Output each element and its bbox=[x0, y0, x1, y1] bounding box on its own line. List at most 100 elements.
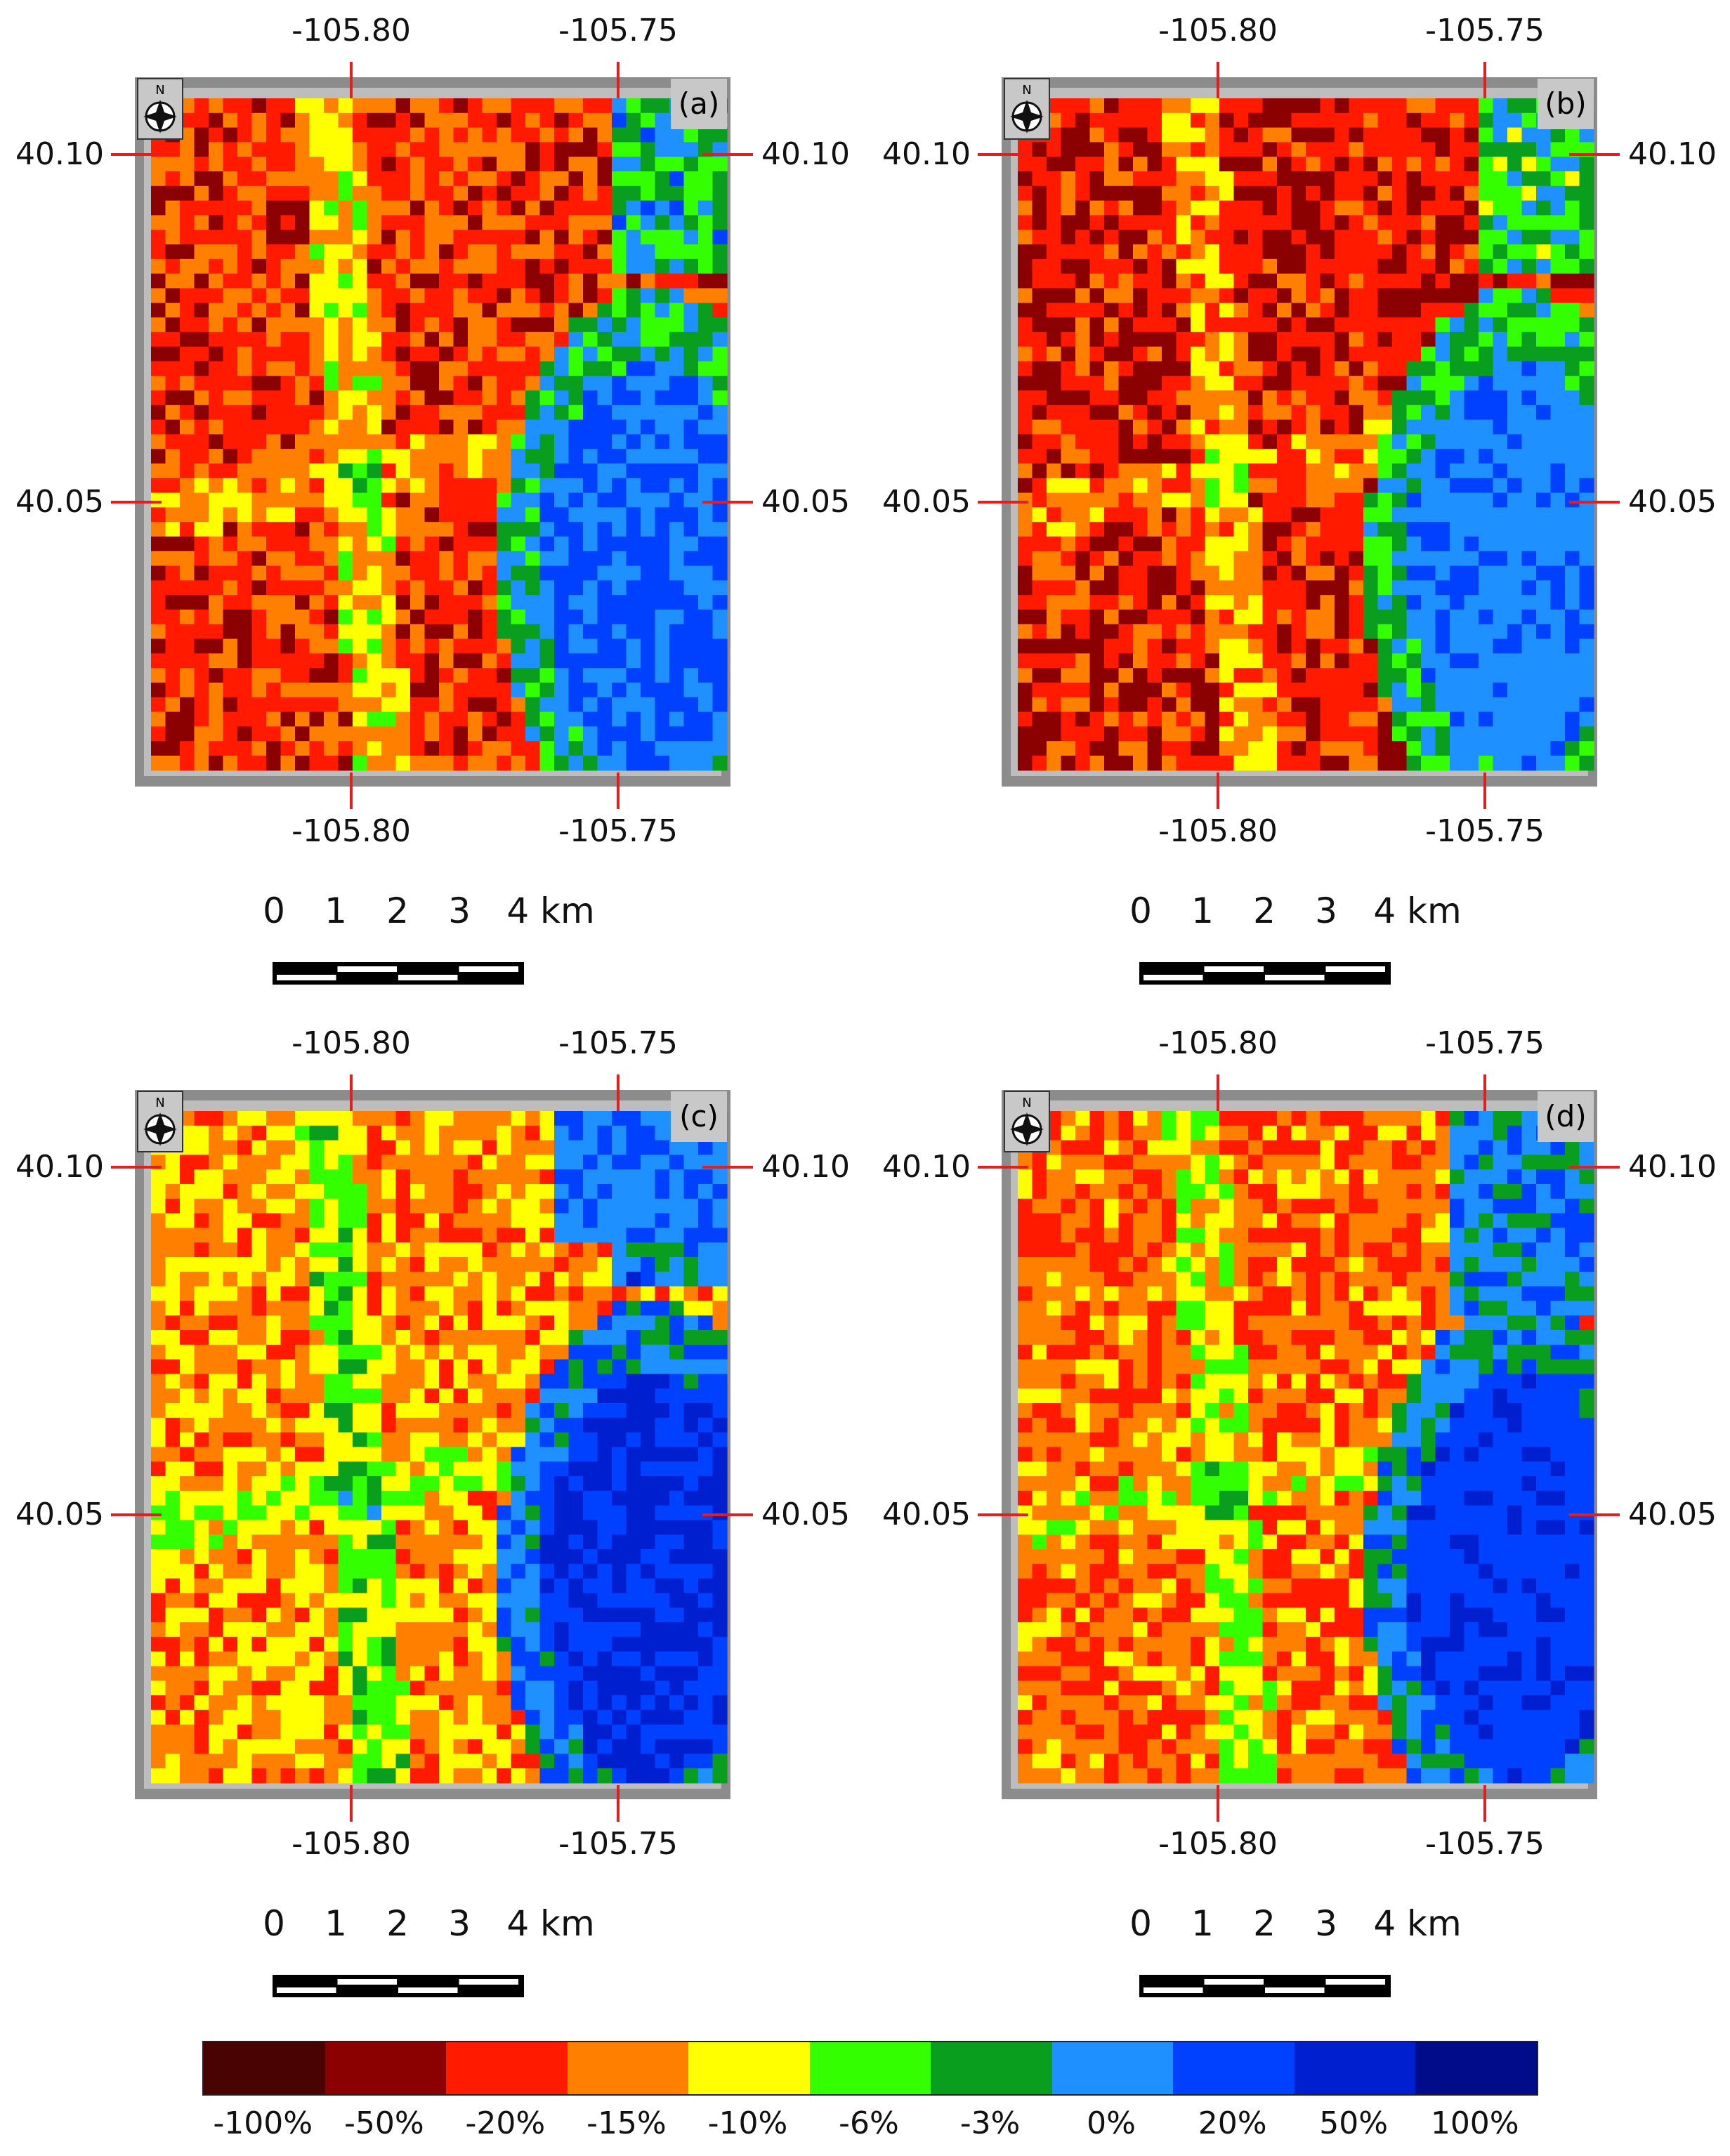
raster-cell bbox=[612, 1505, 627, 1520]
raster-cell bbox=[511, 376, 526, 391]
raster-cell bbox=[1493, 507, 1508, 522]
raster-cell bbox=[612, 434, 627, 449]
raster-cell bbox=[1521, 142, 1537, 157]
raster-cell bbox=[568, 1228, 584, 1243]
raster-cell bbox=[439, 303, 454, 318]
raster-cell bbox=[180, 1520, 195, 1535]
raster-cell bbox=[482, 653, 497, 669]
raster-cell bbox=[165, 595, 181, 610]
raster-cell bbox=[1421, 507, 1436, 522]
raster-cell bbox=[1493, 478, 1508, 494]
raster-cell bbox=[1075, 376, 1091, 391]
raster-cell bbox=[424, 1286, 440, 1301]
raster-cell bbox=[1349, 668, 1364, 683]
raster-cell bbox=[683, 551, 699, 567]
raster-cell bbox=[381, 1198, 397, 1214]
raster-cell bbox=[1104, 595, 1120, 610]
raster-cell bbox=[468, 273, 483, 289]
raster-cell bbox=[1349, 595, 1364, 610]
raster-cell bbox=[1205, 726, 1220, 742]
raster-cell bbox=[439, 1432, 454, 1447]
raster-cell bbox=[381, 478, 397, 494]
raster-cell bbox=[1248, 331, 1264, 348]
raster-cell bbox=[1435, 507, 1450, 522]
raster-cell bbox=[251, 171, 267, 187]
raster-cell bbox=[1133, 580, 1148, 596]
raster-cell bbox=[1479, 726, 1494, 742]
raster-cell bbox=[669, 638, 685, 654]
raster-cell bbox=[612, 565, 627, 581]
raster-cell bbox=[1147, 551, 1162, 567]
raster-cell bbox=[597, 405, 612, 421]
raster-cell bbox=[180, 1315, 195, 1331]
raster-cell bbox=[453, 419, 468, 435]
raster-cell bbox=[223, 390, 238, 406]
raster-cell bbox=[1032, 537, 1047, 552]
raster-cell bbox=[641, 610, 656, 625]
raster-cell bbox=[683, 610, 699, 625]
raster-cell bbox=[1147, 230, 1162, 245]
raster-cell bbox=[1406, 726, 1422, 742]
raster-cell bbox=[295, 258, 310, 275]
raster-cell bbox=[151, 405, 166, 421]
raster-cell bbox=[1262, 127, 1278, 143]
raster-cell bbox=[1507, 464, 1523, 479]
raster-cell bbox=[223, 668, 238, 683]
raster-cell bbox=[626, 683, 641, 698]
raster-cell bbox=[367, 434, 382, 449]
raster-cell bbox=[223, 1534, 238, 1550]
raster-cell bbox=[497, 112, 512, 129]
raster-cell bbox=[165, 1490, 181, 1506]
raster-cell bbox=[568, 1242, 584, 1258]
raster-cell bbox=[612, 1257, 627, 1273]
raster-cell bbox=[410, 1140, 426, 1155]
raster-cell bbox=[1047, 376, 1062, 391]
raster-cell bbox=[1406, 551, 1422, 567]
raster-cell bbox=[151, 711, 166, 727]
raster-cell bbox=[209, 258, 224, 275]
raster-cell bbox=[1536, 507, 1552, 522]
raster-cell bbox=[353, 1417, 368, 1433]
raster-cell bbox=[338, 258, 353, 275]
raster-cell bbox=[453, 1388, 468, 1404]
raster-cell bbox=[1349, 273, 1364, 289]
raster-cell bbox=[1018, 215, 1033, 230]
raster-cell bbox=[1392, 331, 1408, 348]
raster-cell bbox=[1233, 537, 1249, 552]
raster-cell bbox=[1162, 478, 1177, 494]
raster-cell bbox=[453, 522, 468, 537]
raster-cell bbox=[612, 624, 627, 640]
raster-cell bbox=[194, 580, 209, 596]
raster-cell bbox=[1233, 610, 1249, 625]
raster-cell bbox=[482, 1125, 497, 1141]
raster-cell bbox=[1377, 638, 1393, 654]
raster-cell bbox=[209, 1125, 224, 1141]
raster-cell bbox=[568, 1505, 584, 1520]
raster-cell bbox=[1363, 317, 1379, 333]
raster-cell bbox=[280, 230, 296, 245]
raster-cell bbox=[165, 273, 181, 289]
raster-cell bbox=[338, 1432, 353, 1447]
raster-cell bbox=[1118, 361, 1134, 376]
raster-cell bbox=[712, 668, 728, 683]
raster-cell bbox=[439, 1534, 454, 1550]
lat-label-right-1: 40.10 bbox=[1628, 136, 1717, 172]
raster-cell bbox=[1277, 464, 1292, 479]
raster-cell bbox=[612, 1432, 627, 1447]
raster-cell bbox=[554, 127, 570, 143]
raster-cell bbox=[612, 185, 627, 202]
raster-cell bbox=[453, 1520, 468, 1535]
raster-cell bbox=[1464, 419, 1479, 435]
raster-cell bbox=[165, 1505, 181, 1520]
raster-cell bbox=[353, 653, 368, 669]
raster-cell bbox=[1162, 464, 1177, 479]
raster-cell bbox=[439, 390, 454, 406]
raster-cell bbox=[1579, 624, 1594, 640]
raster-cell bbox=[295, 624, 310, 640]
raster-cell bbox=[497, 1301, 512, 1316]
raster-cell bbox=[641, 1344, 656, 1360]
raster-cell bbox=[1493, 142, 1508, 157]
raster-cell bbox=[1507, 653, 1523, 669]
raster-cell bbox=[497, 683, 512, 698]
raster-cell bbox=[1233, 449, 1249, 464]
